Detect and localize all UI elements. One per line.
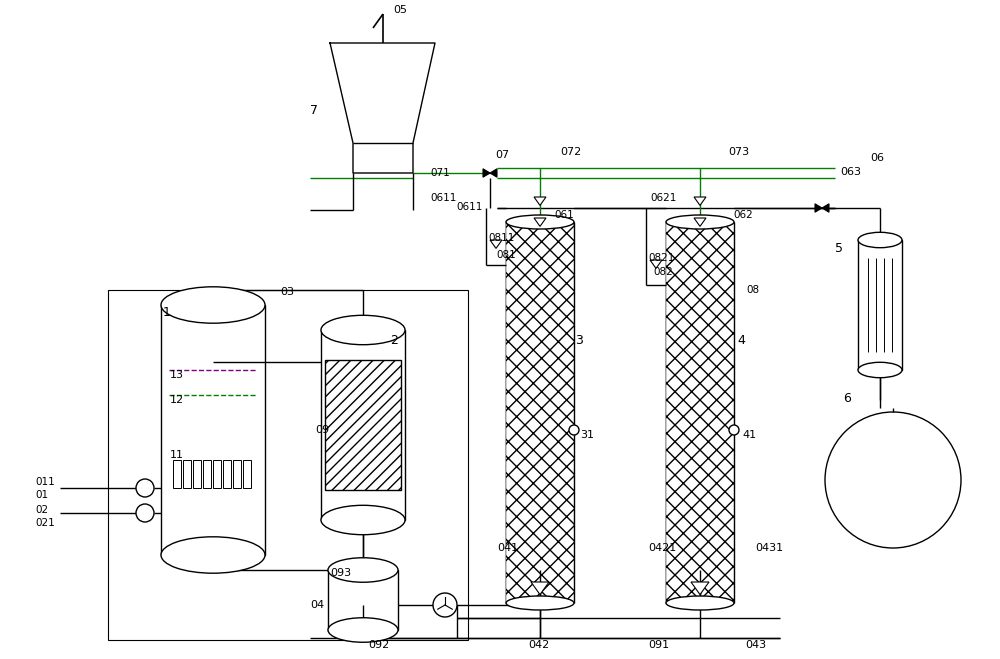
Bar <box>203 460 211 488</box>
Bar <box>108 290 468 640</box>
Polygon shape <box>490 169 497 177</box>
Circle shape <box>433 593 457 617</box>
Bar <box>325 360 401 490</box>
Text: 091: 091 <box>648 640 669 650</box>
Circle shape <box>825 412 961 548</box>
Bar <box>233 460 241 488</box>
Text: 04: 04 <box>310 600 324 610</box>
Text: 043: 043 <box>745 640 766 650</box>
Text: 062: 062 <box>733 210 753 220</box>
Polygon shape <box>822 204 829 212</box>
Text: 5: 5 <box>835 241 843 254</box>
Bar <box>223 460 231 488</box>
Text: 0431: 0431 <box>755 543 783 553</box>
Polygon shape <box>483 169 490 177</box>
Polygon shape <box>490 240 502 248</box>
Text: 042: 042 <box>528 640 549 650</box>
Polygon shape <box>534 218 546 227</box>
Text: 081: 081 <box>496 250 516 260</box>
Text: 0621: 0621 <box>650 193 676 203</box>
Text: 073: 073 <box>728 147 749 157</box>
Bar <box>243 460 251 488</box>
Polygon shape <box>694 197 706 206</box>
Text: 41: 41 <box>742 430 756 440</box>
Text: 071: 071 <box>430 168 450 178</box>
Circle shape <box>569 425 579 435</box>
Text: 061: 061 <box>554 210 574 220</box>
Text: 0611: 0611 <box>456 202 482 212</box>
Text: 08: 08 <box>746 285 759 295</box>
Text: 1: 1 <box>163 306 171 320</box>
Text: 11: 11 <box>170 450 184 460</box>
Text: 7: 7 <box>310 103 318 117</box>
Ellipse shape <box>321 315 405 345</box>
Text: 092: 092 <box>368 640 389 650</box>
Bar <box>858 240 902 370</box>
Ellipse shape <box>321 505 405 534</box>
Text: 2: 2 <box>390 333 398 347</box>
Text: 13: 13 <box>170 370 184 380</box>
Ellipse shape <box>666 596 734 610</box>
Text: 041: 041 <box>497 543 518 553</box>
Bar <box>213 460 221 488</box>
Polygon shape <box>815 204 822 212</box>
Text: 093: 093 <box>330 568 351 578</box>
Text: 31: 31 <box>580 430 594 440</box>
Text: 09: 09 <box>315 425 329 435</box>
Bar <box>328 570 398 630</box>
Circle shape <box>729 425 739 435</box>
Ellipse shape <box>328 617 398 643</box>
Circle shape <box>136 504 154 522</box>
Text: 6: 6 <box>843 391 851 405</box>
Ellipse shape <box>858 233 902 248</box>
Text: 3: 3 <box>575 333 583 347</box>
Ellipse shape <box>666 215 734 229</box>
Text: 12: 12 <box>170 395 184 405</box>
Text: 01: 01 <box>35 490 48 500</box>
Text: 03: 03 <box>280 287 294 297</box>
Ellipse shape <box>161 287 265 323</box>
Text: 07: 07 <box>495 150 509 160</box>
Circle shape <box>136 479 154 497</box>
Polygon shape <box>691 582 709 594</box>
Bar <box>183 460 191 488</box>
Text: 0811: 0811 <box>488 233 514 243</box>
Text: 4: 4 <box>737 333 745 347</box>
Ellipse shape <box>161 537 265 573</box>
Polygon shape <box>650 260 662 268</box>
Bar <box>193 460 201 488</box>
Polygon shape <box>694 218 706 227</box>
Text: 05: 05 <box>393 5 407 15</box>
Text: 011: 011 <box>35 477 55 487</box>
Text: 0421: 0421 <box>648 543 676 553</box>
Text: 02: 02 <box>35 505 48 515</box>
Polygon shape <box>534 197 546 206</box>
Ellipse shape <box>506 596 574 610</box>
Text: 072: 072 <box>560 147 581 157</box>
Text: 082: 082 <box>653 267 673 277</box>
Bar <box>506 222 574 603</box>
Ellipse shape <box>506 215 574 229</box>
Text: 0821: 0821 <box>648 253 674 263</box>
Bar <box>321 330 405 520</box>
Text: 021: 021 <box>35 518 55 528</box>
Bar <box>161 305 265 555</box>
Ellipse shape <box>858 362 902 378</box>
Ellipse shape <box>328 558 398 583</box>
Polygon shape <box>531 582 549 594</box>
Bar <box>173 460 181 488</box>
Text: 063: 063 <box>840 167 861 177</box>
Text: 06: 06 <box>870 153 884 163</box>
Text: 0611: 0611 <box>430 193 456 203</box>
Bar <box>666 222 734 603</box>
